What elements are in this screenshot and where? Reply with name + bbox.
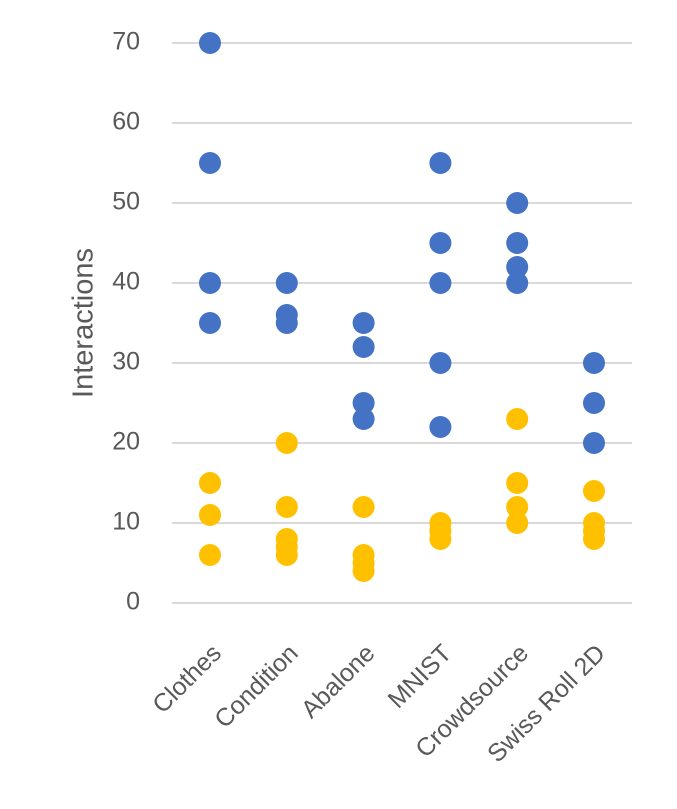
data-point: [583, 392, 605, 414]
data-point: [506, 472, 529, 494]
y-tick-label: 30: [112, 348, 140, 376]
data-point: [583, 432, 605, 454]
y-tick-label: 0: [126, 588, 140, 616]
data-point: [583, 352, 605, 374]
y-axis-ticks: 0 10 20 30 40 50 60 70: [112, 28, 140, 616]
data-point: [199, 504, 221, 526]
data-point: [506, 232, 529, 254]
data-point: [429, 528, 452, 550]
data-point: [275, 312, 298, 334]
y-tick-label: 60: [112, 108, 140, 136]
y-tick-label: 70: [112, 28, 140, 56]
data-point: [199, 544, 221, 566]
data-point: [429, 272, 452, 294]
data-point: [199, 32, 221, 54]
y-axis-title: Interactions: [68, 248, 100, 398]
x-tick-label: Abalone: [296, 639, 381, 724]
data-point: [506, 192, 529, 214]
data-point: [506, 272, 529, 294]
data-point: [506, 512, 529, 534]
y-tick-label: 20: [112, 428, 140, 456]
data-point: [199, 472, 221, 494]
data-points: [199, 32, 605, 582]
data-point: [352, 496, 375, 518]
data-point: [275, 272, 298, 294]
data-point: [199, 312, 221, 334]
data-point: [199, 152, 221, 174]
data-point: [352, 312, 375, 334]
x-tick-label: Condition: [209, 639, 303, 733]
y-tick-label: 50: [112, 188, 140, 216]
data-point: [583, 528, 605, 550]
data-point: [352, 408, 375, 430]
gridlines: [172, 42, 632, 604]
data-point: [275, 544, 298, 566]
data-point: [275, 432, 298, 454]
data-point: [429, 416, 452, 438]
data-point: [275, 496, 298, 518]
data-point: [506, 256, 529, 278]
data-point: [199, 272, 221, 294]
data-point: [429, 232, 452, 254]
data-point: [506, 408, 529, 430]
data-point: [429, 352, 452, 374]
x-tick-label: MNIST: [383, 639, 458, 714]
y-tick-label: 10: [112, 508, 140, 536]
data-point: [352, 560, 375, 582]
data-point: [352, 392, 375, 414]
data-point: [506, 496, 529, 518]
y-tick-label: 40: [112, 268, 140, 296]
data-point: [429, 152, 452, 174]
data-point: [352, 336, 375, 358]
data-point: [583, 480, 605, 502]
